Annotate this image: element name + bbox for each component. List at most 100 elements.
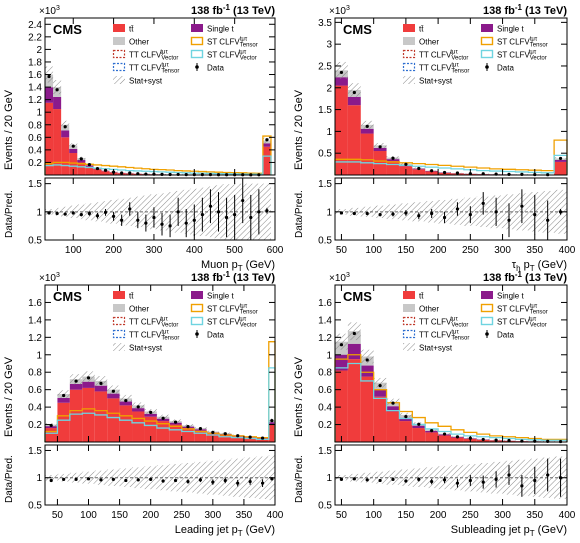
single-top-bar bbox=[69, 149, 77, 153]
y-tick-label: 2 bbox=[326, 83, 332, 94]
ratio-y-axis-label: Data/Pred. bbox=[294, 455, 305, 503]
ratio-point bbox=[353, 477, 356, 480]
y-tick-label: 1.5 bbox=[318, 105, 332, 116]
y-tick-label: 1 bbox=[36, 350, 42, 361]
data-point bbox=[417, 423, 420, 426]
legend-sup: tμτ bbox=[450, 317, 458, 323]
x-tick-label: 300 bbox=[204, 510, 221, 521]
lumi-energy: (13 TeV) bbox=[522, 272, 567, 284]
legend-swatch bbox=[191, 24, 203, 32]
legend-label-tt_tensor: TT CLFVTensortμτ bbox=[129, 63, 179, 75]
legend-swatch bbox=[481, 24, 493, 32]
y-multiplier-base: ×10 bbox=[39, 273, 56, 284]
ratio-point bbox=[74, 478, 77, 481]
data-point bbox=[495, 438, 498, 441]
data-point bbox=[124, 399, 127, 402]
ratio-point bbox=[236, 482, 239, 485]
data-point bbox=[379, 145, 382, 148]
single-top-bar bbox=[132, 408, 144, 411]
panel-1: 0.20.40.60.811.21.41.61.822.22.40.511.51… bbox=[3, 3, 284, 273]
ratio-point bbox=[443, 478, 446, 481]
ttbar-bar bbox=[554, 162, 567, 175]
y-axis-label: Events / 20 GeV bbox=[3, 356, 15, 437]
legend-text: TT CLFV bbox=[129, 331, 162, 340]
ratio-point bbox=[162, 479, 165, 482]
ttbar-bar bbox=[412, 169, 425, 175]
stat-syst-band bbox=[335, 334, 348, 350]
x-tick-label: 250 bbox=[462, 245, 479, 256]
ratio-y-tick-label: 1 bbox=[36, 207, 42, 218]
ratio-point bbox=[520, 484, 523, 487]
y-multiplier: ×103 bbox=[39, 5, 60, 17]
data-point bbox=[353, 332, 356, 335]
ratio-point bbox=[379, 213, 382, 216]
legend-text: TT CLFV bbox=[129, 51, 162, 60]
ratio-point bbox=[193, 219, 196, 222]
ratio-point bbox=[249, 480, 252, 483]
data-point bbox=[379, 384, 382, 387]
x-tick-label: 150 bbox=[398, 510, 415, 521]
y-tick-label: 2.2 bbox=[28, 32, 42, 43]
y-tick-label: 1.8 bbox=[28, 57, 42, 68]
ratio-point bbox=[546, 219, 549, 222]
y-tick-label: 1.2 bbox=[28, 333, 42, 344]
y-tick-label: 0.6 bbox=[28, 133, 42, 144]
y-tick-label: 0.2 bbox=[28, 420, 42, 431]
y-multiplier-exp: 3 bbox=[56, 272, 60, 279]
legend-sup: tμτ bbox=[451, 330, 459, 336]
ttbar-bar bbox=[57, 403, 69, 442]
legend-text: TT CLFV bbox=[419, 318, 452, 327]
legend-swatch bbox=[113, 24, 125, 32]
stat-syst-band bbox=[70, 374, 82, 384]
legend-text: TT CLFV bbox=[129, 64, 162, 73]
ratio-point bbox=[443, 216, 446, 219]
y-tick-label: 0.8 bbox=[28, 368, 42, 379]
y-axis-label: Events / 20 GeV bbox=[3, 89, 15, 170]
legend-swatch bbox=[114, 64, 125, 71]
legend-label-st_vector: ST CLFVVectortμτ bbox=[497, 317, 547, 329]
data-point bbox=[443, 171, 446, 174]
x-tick-label: 400 bbox=[559, 510, 576, 521]
legend-swatch bbox=[113, 343, 125, 351]
legend-sub: Tensor bbox=[530, 310, 548, 316]
ratio-point bbox=[417, 214, 420, 217]
ttbar-bar bbox=[438, 435, 451, 442]
single-top-bar bbox=[107, 394, 119, 399]
ttbar-bar bbox=[61, 137, 69, 175]
ratio-point bbox=[168, 224, 171, 227]
ratio-point bbox=[174, 479, 177, 482]
legend-text: Data bbox=[207, 64, 224, 73]
y-tick-label: 1.4 bbox=[28, 83, 42, 94]
legend-swatch bbox=[403, 76, 415, 84]
legend-label-data: Data bbox=[207, 331, 224, 340]
legend-swatch bbox=[114, 331, 125, 338]
ratio-point bbox=[366, 478, 369, 481]
ratio-point bbox=[353, 212, 356, 215]
x-label-main: Subleading jet p bbox=[451, 524, 530, 536]
data-point bbox=[391, 401, 394, 404]
y-tick-label: 0.8 bbox=[318, 368, 332, 379]
legend-swatch bbox=[192, 51, 203, 58]
y-axis-label: Events / 20 GeV bbox=[293, 356, 305, 437]
legend-sup: tμτ bbox=[529, 50, 537, 56]
y-tick-label: 1.6 bbox=[28, 70, 42, 81]
data-point bbox=[430, 429, 433, 432]
data-point bbox=[88, 163, 91, 166]
ratio-point bbox=[495, 210, 498, 213]
ratio-point bbox=[233, 213, 236, 216]
ttbar-bar bbox=[374, 397, 387, 442]
ratio-panel: 0.511.5 bbox=[28, 178, 275, 247]
ratio-point bbox=[99, 478, 102, 481]
single-top-bar bbox=[554, 160, 567, 162]
data-point bbox=[96, 167, 99, 170]
ttbar-bar bbox=[374, 151, 387, 175]
legend-label-ttbar: tt̄ bbox=[419, 25, 424, 34]
y-tick-label: 1.2 bbox=[318, 333, 332, 344]
single-top-bar bbox=[57, 398, 69, 403]
ttbar-bar bbox=[425, 432, 438, 442]
single-top-bar bbox=[361, 129, 374, 134]
legend-label-tt_vector: TT CLFVVectortμτ bbox=[419, 50, 468, 62]
y-tick-label: 3 bbox=[326, 40, 332, 51]
legend-swatch bbox=[113, 37, 125, 45]
legend-text: tt̄ bbox=[419, 25, 424, 34]
